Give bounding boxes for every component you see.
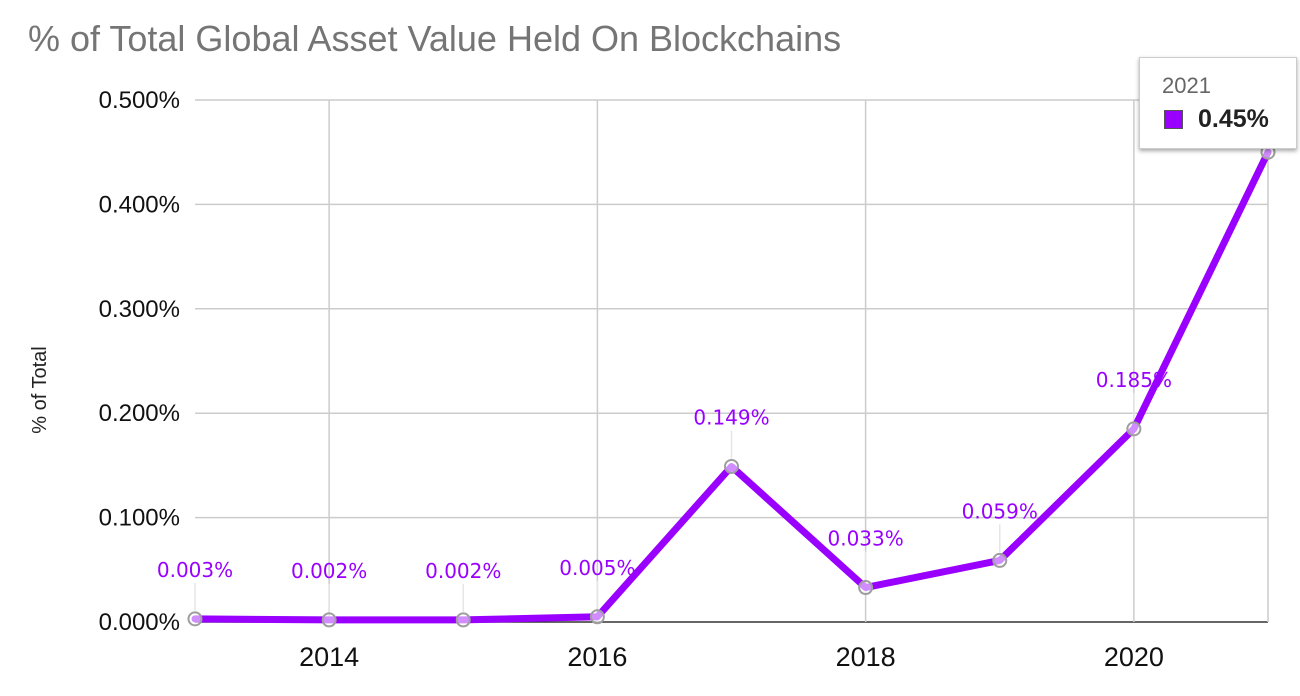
data-labels: 0.003% 0.002% 0.002% 0.005% 0.149% 0.033% 0.05… bbox=[157, 368, 1172, 612]
y-tick-label: 0.400% bbox=[99, 191, 180, 218]
y-tick-label: 0.000% bbox=[99, 609, 180, 636]
x-tick-label: 2018 bbox=[836, 642, 896, 672]
axes: 0.000% 0.100% 0.200% 0.300% 0.400% 0.500% 2014… bbox=[99, 87, 1164, 672]
data-label: 0.059% bbox=[962, 499, 1038, 523]
tooltip-swatch bbox=[1164, 110, 1183, 129]
data-point bbox=[992, 552, 1008, 568]
data-label: 0.003% bbox=[157, 558, 233, 582]
chart-title: % of Total Global Asset Value Held On Bl… bbox=[28, 18, 842, 59]
y-tick-label: 0.500% bbox=[99, 87, 180, 114]
data-point bbox=[589, 609, 605, 625]
data-point bbox=[187, 611, 203, 627]
data-point bbox=[858, 580, 874, 596]
data-label: 0.002% bbox=[425, 559, 501, 583]
x-tick-label: 2016 bbox=[567, 642, 627, 672]
tooltip-title: 2021 bbox=[1162, 73, 1211, 98]
data-point bbox=[1126, 421, 1142, 437]
y-tick-label: 0.200% bbox=[99, 400, 180, 427]
data-label: 0.033% bbox=[827, 527, 903, 551]
gridlines bbox=[195, 99, 1269, 623]
data-point bbox=[724, 458, 739, 474]
data-label: 0.005% bbox=[559, 556, 635, 580]
y-tick-label: 0.300% bbox=[99, 296, 180, 323]
y-axis-label: % of Total bbox=[29, 346, 51, 433]
tooltip-value: 0.45% bbox=[1198, 105, 1269, 133]
data-point bbox=[321, 612, 337, 628]
data-point bbox=[455, 612, 471, 628]
tooltip: 2021 0.45% bbox=[1139, 57, 1297, 149]
data-label: 0.002% bbox=[291, 559, 367, 583]
x-tick-label: 2014 bbox=[299, 642, 359, 672]
x-tick-label: 2020 bbox=[1104, 642, 1164, 672]
data-label: 0.149% bbox=[693, 405, 769, 429]
y-tick-label: 0.100% bbox=[99, 505, 180, 532]
